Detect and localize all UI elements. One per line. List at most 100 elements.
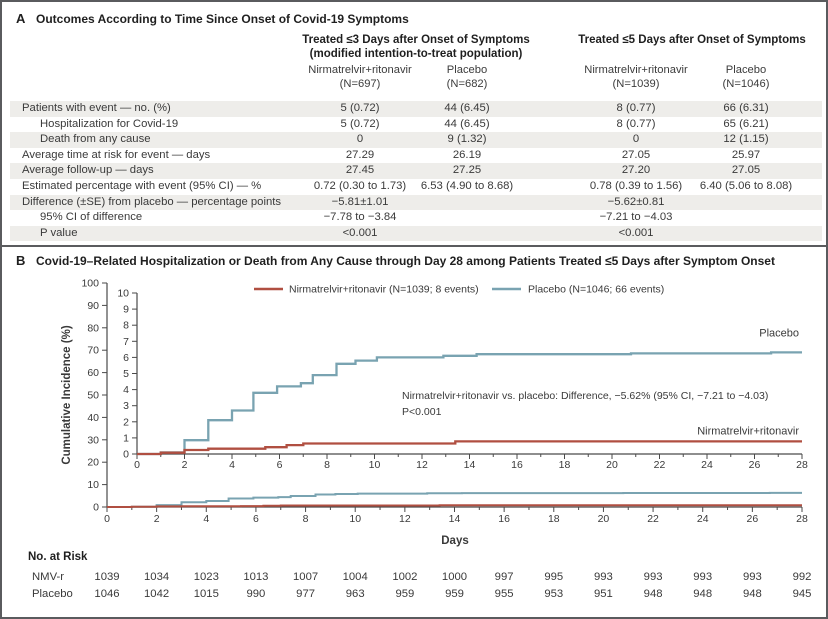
main-y-tick-label: 70 — [87, 345, 99, 357]
table-row: Death from any cause 0 9 (1.32) 0 12 (1.15) — [10, 132, 822, 148]
cell-value: 6.53 (4.90 to 8.68) — [420, 179, 514, 192]
cell-value: −7.78 to −3.84 — [323, 211, 397, 224]
risk-value: 995 — [544, 571, 564, 583]
y-axis-label: Cumulative Incidence (%) — [61, 325, 73, 464]
curve-label-placebo: Placebo — [759, 327, 799, 339]
cell-value: 27.25 — [452, 164, 482, 177]
risk-value: 1034 — [144, 571, 170, 583]
inset-y-tick-label: 3 — [123, 400, 129, 412]
main-x-tick-label: 20 — [598, 513, 610, 525]
inset-y-tick-label: 7 — [123, 336, 129, 348]
cell-value: 27.45 — [345, 164, 375, 177]
main-y-tick-label: 90 — [87, 300, 99, 312]
inset-x-tick-label: 0 — [134, 459, 140, 471]
group-header-5days: Treated ≤5 Days after Onset of Symptoms — [578, 33, 805, 47]
group-header-3days-title: Treated ≤3 Days after Onset of Symptoms — [302, 34, 530, 46]
risk-value: 1002 — [392, 571, 418, 583]
row-label: Difference (±SE) from placebo — percenta… — [22, 195, 282, 208]
row-label: Average time at risk for event — days — [22, 148, 211, 161]
inset-x-tick-label: 10 — [369, 459, 381, 471]
main-x-tick-label: 26 — [747, 513, 759, 525]
main-y-tick-label: 40 — [87, 412, 99, 424]
main-y-tick-label: 50 — [87, 390, 99, 402]
main-curve-nirmatrelvir+ritonavir — [107, 504, 802, 508]
risk-value: 1013 — [243, 571, 269, 583]
main-x-tick-label: 4 — [203, 513, 209, 525]
cell-value: 44 (6.45) — [444, 117, 490, 130]
inset-y-tick-label: 0 — [123, 449, 129, 461]
row-label: Hospitalization for Covid-19 — [40, 117, 179, 130]
inset-x-tick-label: 18 — [559, 459, 571, 471]
table-row: Average follow-up — days 27.45 27.25 27.20 2… — [10, 163, 822, 179]
inset-y-tick-label: 2 — [123, 416, 129, 428]
cell-value: <0.001 — [342, 226, 378, 239]
risk-value: 993 — [643, 571, 663, 583]
main-x-tick-label: 28 — [796, 513, 808, 525]
col-header-nmvr-5days: Nirmatrelvir+ritonavir (N=1039) — [584, 64, 688, 90]
risk-value: 993 — [593, 571, 613, 583]
risk-value: 948 — [742, 588, 762, 600]
inset-x-tick-label: 16 — [511, 459, 523, 471]
table-row: Estimated percentage with event (95% CI)… — [10, 179, 822, 195]
risk-value: 963 — [345, 588, 365, 600]
main-y-tick-label: 100 — [81, 278, 99, 290]
inset-y-tick-label: 8 — [123, 320, 129, 332]
main-x-tick-label: 0 — [104, 513, 110, 525]
cell-value: 6.40 (5.06 to 8.08) — [699, 179, 793, 192]
cell-value: 27.05 — [621, 148, 651, 161]
cell-value: 26.19 — [452, 148, 482, 161]
risk-value: 1046 — [94, 588, 120, 600]
main-x-tick-label: 18 — [548, 513, 560, 525]
cell-value: 66 (6.31) — [723, 102, 769, 114]
risk-value: 997 — [494, 571, 514, 583]
risk-value: 992 — [792, 571, 812, 583]
inset-curve-placebo — [137, 351, 802, 456]
cell-value: −5.62±0.81 — [607, 195, 665, 208]
inset-x-tick-label: 12 — [416, 459, 428, 471]
main-y-tick-label: 20 — [87, 457, 99, 469]
col-header-nmvr-3days: Nirmatrelvir+ritonavir (N=697) — [308, 64, 412, 90]
group-header-3days: Treated ≤3 Days after Onset of Symptoms … — [302, 33, 529, 61]
risk-value: 1004 — [342, 571, 368, 583]
inset-y-tick-label: 9 — [123, 304, 129, 316]
main-y-tick-label: 0 — [93, 502, 99, 514]
inset-y-tick-label: 1 — [123, 432, 129, 444]
main-x-tick-label: 6 — [253, 513, 259, 525]
inset-x-tick-label: 14 — [464, 459, 476, 471]
inset-x-tick-label: 24 — [701, 459, 713, 471]
table-row: Average time at risk for event — days 27.… — [10, 148, 822, 164]
row-label: Death from any cause — [40, 133, 151, 146]
inset-curve-nirmatrelvir+ritonavir — [137, 440, 802, 456]
main-x-tick-label: 24 — [697, 513, 709, 525]
cell-value: 0.78 (0.39 to 1.56) — [589, 179, 683, 192]
table-row: P value <0.001 <0.001 — [10, 225, 822, 242]
risk-row-label: Placebo — [32, 588, 73, 600]
cell-value: 9 (1.32) — [447, 133, 487, 146]
col-header-placebo-3days: Placebo (N=682) — [446, 64, 488, 90]
main-y-tick-label: 80 — [87, 322, 99, 334]
inset-x-tick-label: 4 — [229, 459, 235, 471]
inset-x-tick-label: 26 — [749, 459, 761, 471]
row-label: P value — [40, 226, 78, 239]
cell-value: 5 (0.72) — [340, 117, 380, 130]
inset-y-tick-label: 6 — [123, 352, 129, 364]
inset-y-tick-label: 5 — [123, 368, 129, 380]
risk-value: 1042 — [144, 588, 170, 600]
cell-value: 0 — [632, 133, 640, 146]
risk-value: 1015 — [193, 588, 219, 600]
main-x-tick-label: 10 — [349, 513, 361, 525]
cell-value: 5 (0.72) — [340, 102, 380, 114]
risk-value: 1039 — [94, 571, 120, 583]
x-axis-label: Days — [441, 535, 469, 547]
group-header-3days-subtitle: (modified intention-to-treat population) — [309, 48, 523, 60]
risk-value: 993 — [693, 571, 713, 583]
risk-value: 959 — [445, 588, 464, 600]
row-label: 95% CI of difference — [40, 211, 143, 224]
cell-value: 44 (6.45) — [444, 102, 490, 114]
row-label: Average follow-up — days — [22, 164, 154, 177]
table-row: Hospitalization for Covid-19 5 (0.72) 44 (… — [10, 117, 822, 133]
risk-value: 1023 — [193, 571, 219, 583]
inset-x-tick-label: 28 — [796, 459, 808, 471]
panel-b-title: Covid-19–Related Hospitalization or Deat… — [36, 254, 775, 268]
main-y-tick-label: 60 — [87, 367, 99, 379]
